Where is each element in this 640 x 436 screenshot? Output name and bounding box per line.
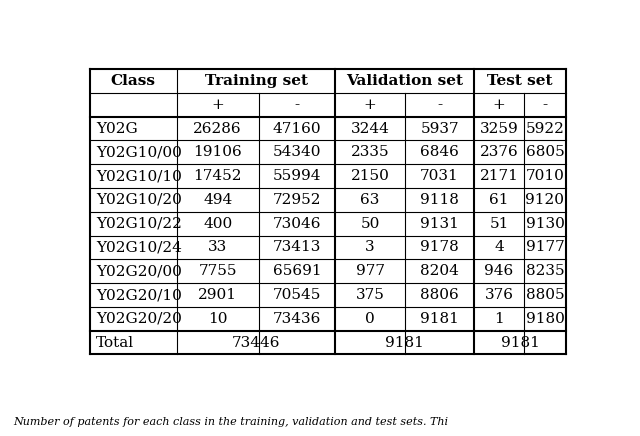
Text: 3259: 3259 bbox=[480, 122, 518, 136]
Text: 400: 400 bbox=[203, 217, 232, 231]
Text: +: + bbox=[364, 98, 376, 112]
Text: 47160: 47160 bbox=[273, 122, 321, 136]
Text: 2901: 2901 bbox=[198, 288, 237, 302]
Text: 3: 3 bbox=[365, 241, 375, 255]
Text: 73413: 73413 bbox=[273, 241, 321, 255]
Text: 2171: 2171 bbox=[480, 169, 518, 183]
Text: Y02G20/20: Y02G20/20 bbox=[96, 312, 182, 326]
Text: Y02G20/00: Y02G20/00 bbox=[96, 264, 182, 278]
Text: 494: 494 bbox=[203, 193, 232, 207]
Text: 0: 0 bbox=[365, 312, 375, 326]
Text: 26286: 26286 bbox=[193, 122, 242, 136]
Text: 9177: 9177 bbox=[525, 241, 564, 255]
Text: Y02G: Y02G bbox=[96, 122, 138, 136]
Text: 7010: 7010 bbox=[525, 169, 564, 183]
Text: +: + bbox=[493, 98, 506, 112]
Text: 6846: 6846 bbox=[420, 145, 459, 159]
Text: 8204: 8204 bbox=[420, 264, 459, 278]
Text: Y02G10/24: Y02G10/24 bbox=[96, 241, 182, 255]
Text: -: - bbox=[294, 98, 300, 112]
Text: 50: 50 bbox=[360, 217, 380, 231]
Text: 4: 4 bbox=[494, 241, 504, 255]
Text: 70545: 70545 bbox=[273, 288, 321, 302]
Text: +: + bbox=[211, 98, 224, 112]
Text: 33: 33 bbox=[208, 241, 227, 255]
Text: 9180: 9180 bbox=[525, 312, 564, 326]
Text: -: - bbox=[437, 98, 442, 112]
Text: Test set: Test set bbox=[488, 74, 553, 88]
Text: 8806: 8806 bbox=[420, 288, 459, 302]
Text: 19106: 19106 bbox=[193, 145, 242, 159]
Text: Y02G20/10: Y02G20/10 bbox=[96, 288, 182, 302]
Text: 9118: 9118 bbox=[420, 193, 459, 207]
Text: Total: Total bbox=[96, 336, 134, 350]
Text: Y02G10/10: Y02G10/10 bbox=[96, 169, 182, 183]
Text: 8805: 8805 bbox=[525, 288, 564, 302]
Text: Validation set: Validation set bbox=[346, 74, 463, 88]
Text: 375: 375 bbox=[356, 288, 385, 302]
Text: Y02G10/20: Y02G10/20 bbox=[96, 193, 182, 207]
Text: 63: 63 bbox=[360, 193, 380, 207]
Text: 9178: 9178 bbox=[420, 241, 459, 255]
Text: 6805: 6805 bbox=[525, 145, 564, 159]
Text: 55994: 55994 bbox=[273, 169, 321, 183]
Text: 2335: 2335 bbox=[351, 145, 390, 159]
Text: 73046: 73046 bbox=[273, 217, 321, 231]
Text: Class: Class bbox=[111, 74, 156, 88]
Text: 9130: 9130 bbox=[525, 217, 564, 231]
Text: 9181: 9181 bbox=[420, 312, 459, 326]
Text: 54340: 54340 bbox=[273, 145, 321, 159]
Text: 977: 977 bbox=[356, 264, 385, 278]
Text: 1: 1 bbox=[494, 312, 504, 326]
Text: -: - bbox=[543, 98, 548, 112]
Text: Training set: Training set bbox=[205, 74, 308, 88]
Text: 946: 946 bbox=[484, 264, 514, 278]
Text: 61: 61 bbox=[490, 193, 509, 207]
Text: Number of patents for each class in the training, validation and test sets. Thi: Number of patents for each class in the … bbox=[13, 417, 448, 427]
Text: 7755: 7755 bbox=[198, 264, 237, 278]
Text: 73436: 73436 bbox=[273, 312, 321, 326]
Text: 9131: 9131 bbox=[420, 217, 459, 231]
Text: 2376: 2376 bbox=[480, 145, 518, 159]
Text: 9181: 9181 bbox=[500, 336, 540, 350]
Text: Y02G10/22: Y02G10/22 bbox=[96, 217, 182, 231]
Text: 3244: 3244 bbox=[351, 122, 390, 136]
Text: 9181: 9181 bbox=[385, 336, 424, 350]
Text: 2150: 2150 bbox=[351, 169, 390, 183]
Text: 7031: 7031 bbox=[420, 169, 459, 183]
Text: 65691: 65691 bbox=[273, 264, 321, 278]
Text: 9120: 9120 bbox=[525, 193, 564, 207]
Text: 72952: 72952 bbox=[273, 193, 321, 207]
Text: 51: 51 bbox=[490, 217, 509, 231]
Text: 8235: 8235 bbox=[525, 264, 564, 278]
Text: 73446: 73446 bbox=[232, 336, 280, 350]
Text: 5922: 5922 bbox=[525, 122, 564, 136]
Text: 17452: 17452 bbox=[193, 169, 242, 183]
Text: 10: 10 bbox=[208, 312, 227, 326]
Text: Y02G10/00: Y02G10/00 bbox=[96, 145, 182, 159]
Text: 5937: 5937 bbox=[420, 122, 459, 136]
Text: 376: 376 bbox=[484, 288, 514, 302]
